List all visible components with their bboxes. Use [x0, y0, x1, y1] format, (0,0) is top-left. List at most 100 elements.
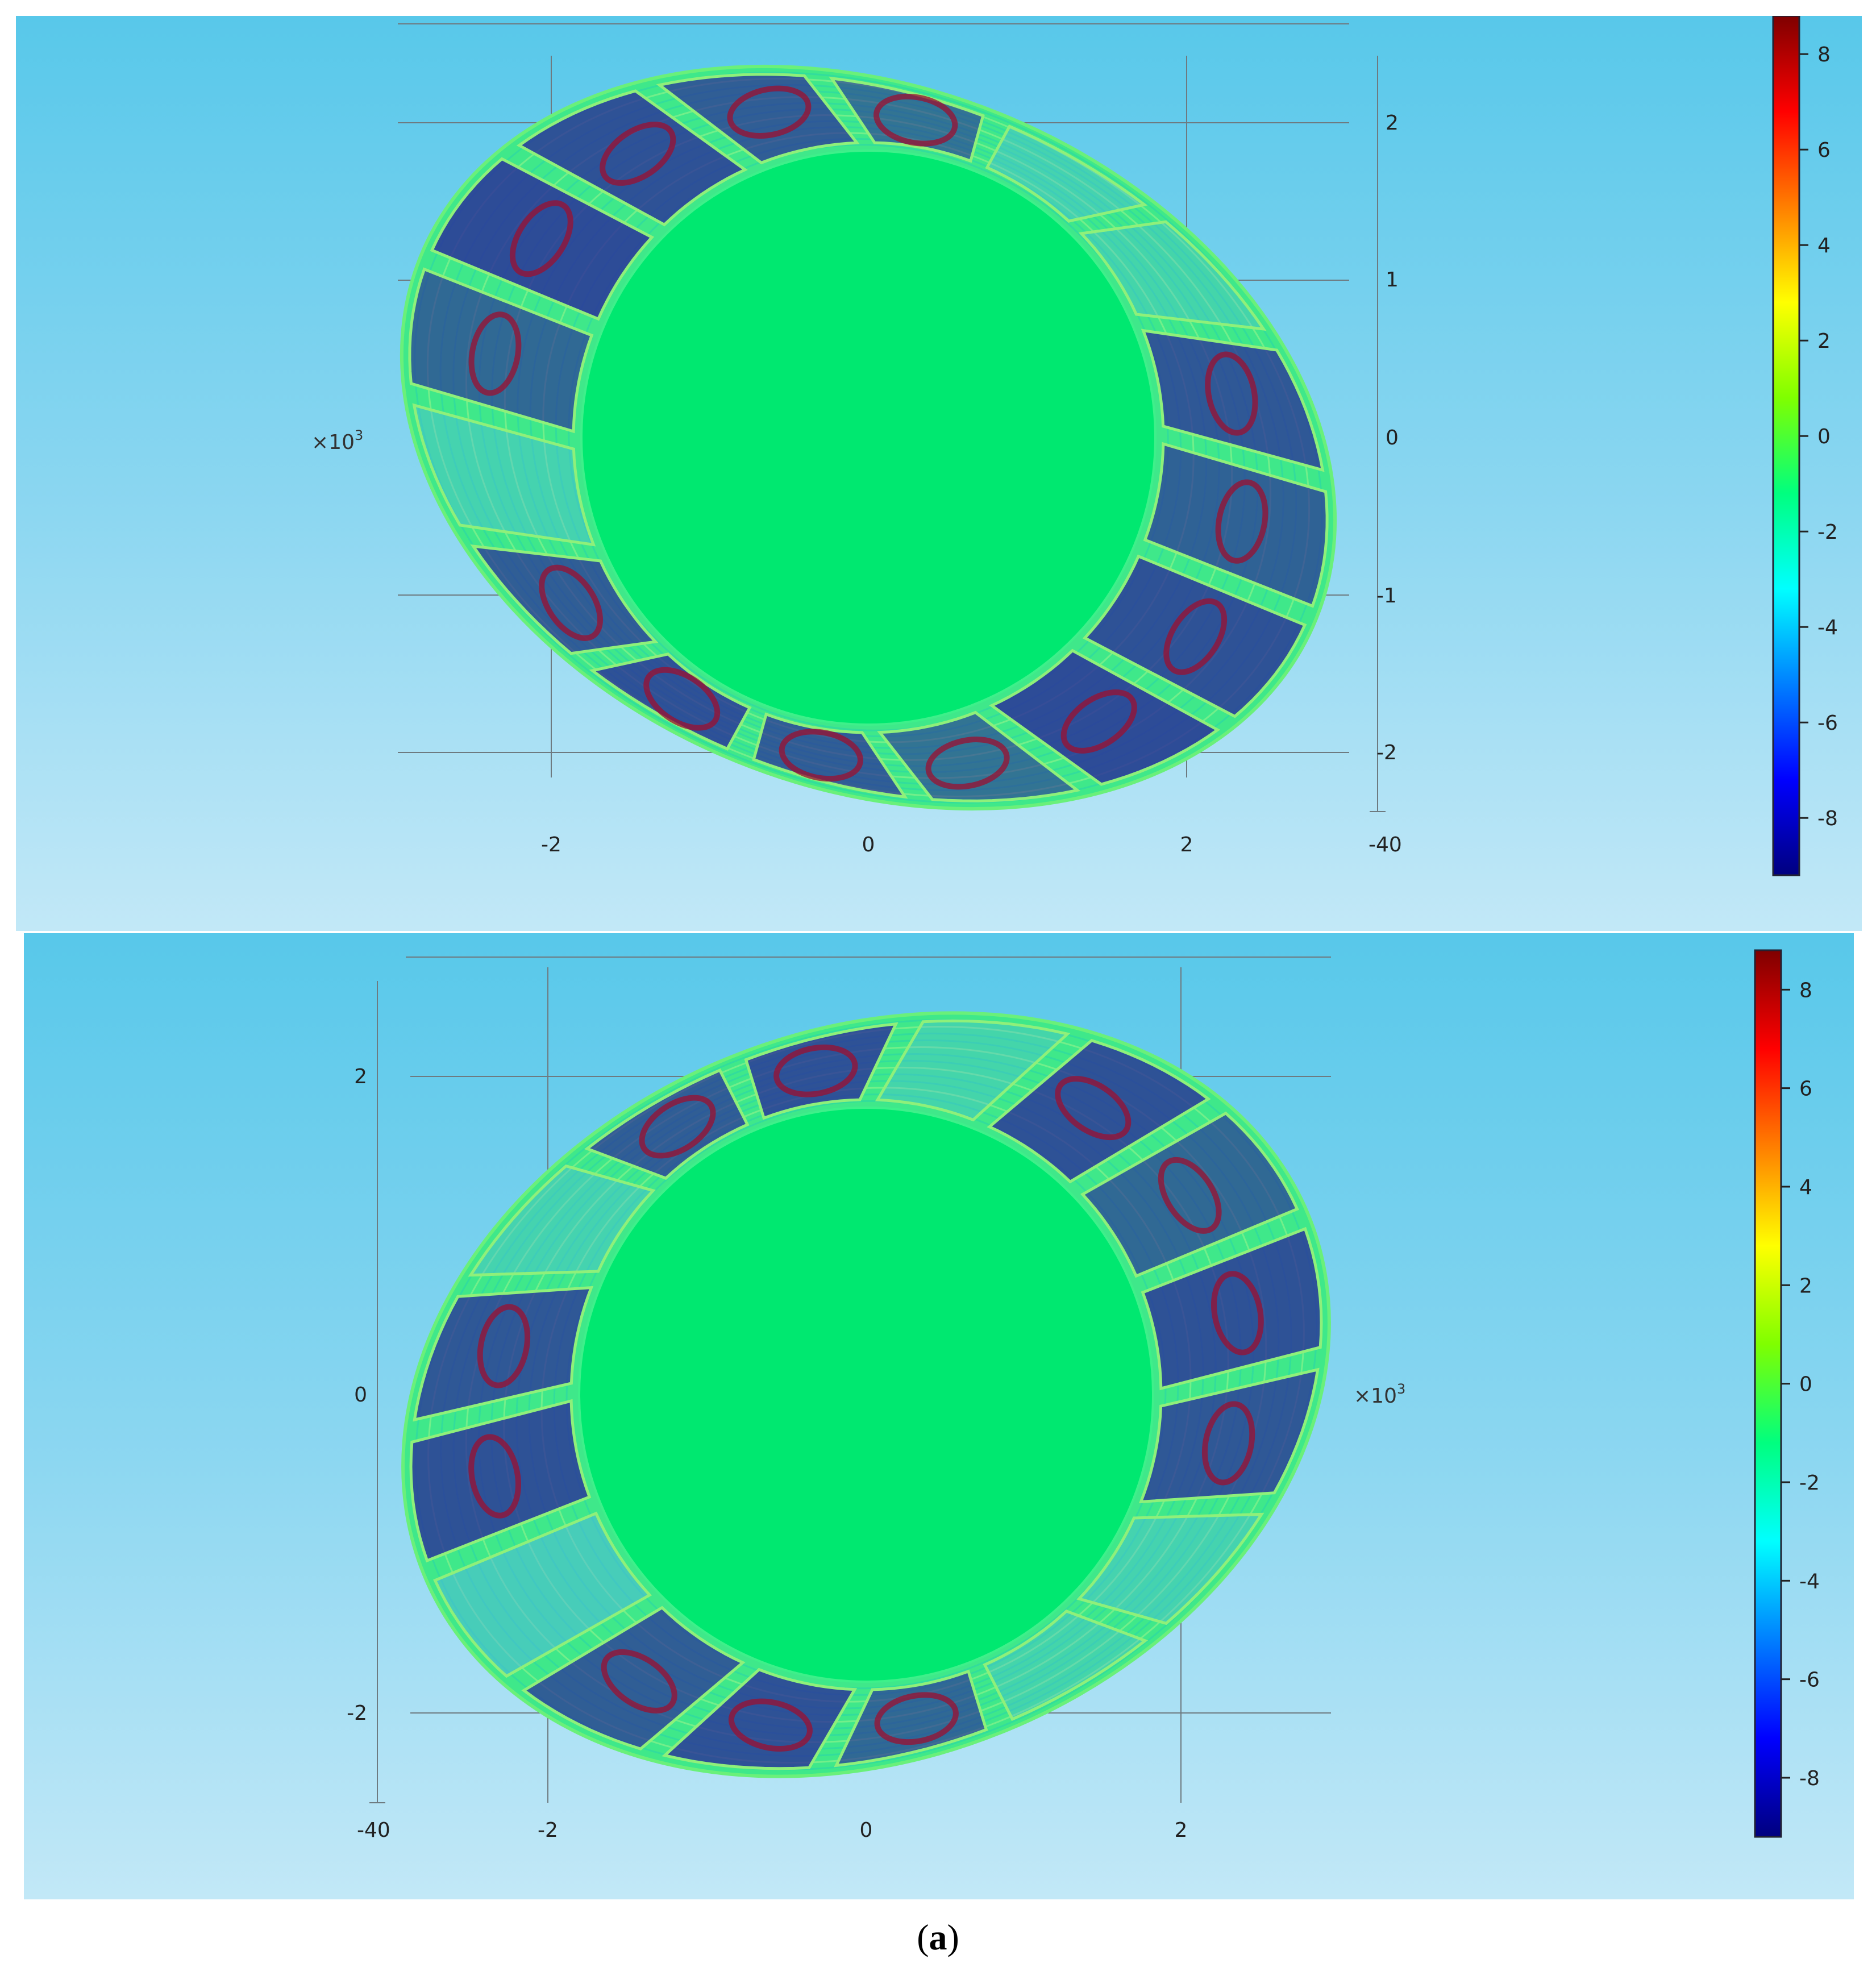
caption-label: a [929, 1917, 947, 1957]
field-hotspot [728, 1698, 813, 1752]
ring-top [400, 64, 1337, 811]
plot-canvas-bottom: 2 0 -2 -2 0 2 -40 ×103 8 6 4 2 0 -2 -4 -6 -8 [347, 949, 1820, 1842]
caption-open: ( [917, 1917, 929, 1957]
y-tick-label: -2 [1376, 741, 1397, 764]
y-tick-label: 0 [1386, 426, 1399, 450]
field-hotspot [1201, 1401, 1255, 1486]
coil-segment [1143, 442, 1329, 608]
field-hotspot [1211, 1271, 1264, 1355]
x-tick-label: 0 [862, 833, 875, 856]
field-contour-line [568, 144, 1169, 731]
y-tick-label: -2 [347, 1702, 367, 1725]
coil-segment [1080, 1111, 1299, 1278]
colorbar-tick-label: -4 [1799, 1570, 1820, 1593]
field-hotspot [873, 93, 958, 147]
field-hotspot [539, 564, 603, 641]
field-contour-line [439, 84, 1297, 792]
field-hotspot [925, 737, 1010, 790]
colorbar-tick-label: 2 [1817, 330, 1831, 353]
field-contour-line [426, 78, 1311, 797]
field-hotspot [601, 1649, 677, 1714]
field-contour-line [465, 1046, 1267, 1743]
colorbar-tick-label: 6 [1799, 1078, 1812, 1101]
field-contour-line [414, 1018, 1318, 1771]
field-contour-line [490, 1059, 1242, 1730]
plot-panel-top: 2 1 0 -1 -2 -2 0 2 -40 ×103 8 6 4 2 0 -2 -4 -6 -… [16, 16, 1862, 931]
coil-segment [433, 1511, 652, 1678]
field-hotspot [1055, 1076, 1132, 1141]
coil-segment [1141, 328, 1325, 472]
colorbar-tick-label: -8 [1817, 807, 1838, 830]
field-hotspot [779, 729, 863, 782]
field-contour-line [542, 132, 1195, 743]
y-tick-label: -1 [1376, 584, 1397, 608]
field-contour-line [515, 1073, 1217, 1716]
figure-caption: (a) [0, 1916, 1876, 1962]
axis-overlap-label: -40 [1368, 833, 1402, 856]
field-hotspot [643, 667, 721, 731]
field-contour-line [565, 1100, 1167, 1690]
field-hotspot [600, 122, 676, 186]
field-hotspot [727, 85, 812, 139]
coil-segment [983, 1610, 1149, 1721]
coil-segment [412, 403, 596, 547]
colorbar-top: 8 6 4 2 0 -2 -4 -6 -8 [1772, 16, 1838, 876]
colorbar-tick-label: -8 [1799, 1767, 1820, 1790]
axis-unit-label: ×103 [311, 427, 363, 454]
ring-bottom [401, 1011, 1331, 1778]
coil-segment [584, 1068, 750, 1180]
coil-segment [985, 124, 1148, 223]
field-contour-line [465, 96, 1272, 779]
coil-segment [834, 1669, 988, 1768]
field-contour-line [478, 102, 1259, 774]
colorbar-tick-label: -6 [1799, 1669, 1820, 1692]
field-contour-line [528, 1080, 1204, 1710]
colorbar-tick-label: -2 [1799, 1471, 1820, 1495]
x-tick-label: -2 [541, 833, 561, 856]
coil-segment [468, 1164, 656, 1277]
axis-overlap-label: -40 [357, 1819, 390, 1842]
field-contour-line [452, 1039, 1280, 1750]
field-contour-line [553, 1093, 1179, 1696]
coil-segment [413, 1286, 594, 1422]
field-hotspot [1215, 479, 1268, 564]
coil-segment [1082, 554, 1307, 718]
field-hotspot [1163, 598, 1228, 675]
field-hotspot [1060, 689, 1137, 754]
caption-close: ) [947, 1917, 959, 1957]
inner-core-disk [578, 1107, 1154, 1683]
field-hotspot [874, 1692, 959, 1745]
coil-segment [516, 89, 748, 227]
colorbar-tick-label: 2 [1799, 1274, 1812, 1298]
plot-canvas-top: 2 1 0 -1 -2 -2 0 2 -40 ×103 8 6 4 2 0 -2 -4 -6 -… [311, 16, 1838, 876]
field-hotspot [773, 1044, 858, 1097]
axis-unit-label: ×103 [1354, 1381, 1405, 1408]
field-contour-line [414, 72, 1323, 804]
coil-segment [1141, 1226, 1323, 1391]
field-contour-line [555, 138, 1182, 738]
y-tick-label: 0 [354, 1383, 367, 1407]
field-contour-line [452, 90, 1284, 785]
colorbar-tick-label: 6 [1817, 139, 1831, 162]
field-hotspot [639, 1095, 716, 1159]
field-contour-line [427, 1025, 1305, 1764]
field-contour-line [503, 1066, 1229, 1723]
colorbar-tick-label: 8 [1799, 979, 1812, 1002]
colorbar-tick-label: 4 [1799, 1176, 1812, 1199]
field-contour-line [504, 114, 1233, 761]
colorbar-tick-label: -6 [1817, 712, 1838, 735]
coil-segment [875, 1019, 1071, 1122]
field-hotspot [468, 311, 522, 396]
x-tick-label: -2 [538, 1819, 558, 1842]
field-contour-line [517, 120, 1220, 755]
coil-segment [1076, 1512, 1264, 1625]
colorbar-tick-label: 0 [1817, 425, 1831, 448]
field-contour-line [540, 1087, 1192, 1703]
x-tick-label: 0 [860, 1819, 873, 1842]
field-contour-line [477, 1053, 1255, 1736]
coil-segment [662, 1667, 858, 1770]
y-tick-label: 1 [1386, 268, 1399, 292]
coil-segment [409, 1399, 592, 1563]
coil-segment [430, 157, 655, 321]
coil-segment [744, 1022, 899, 1120]
